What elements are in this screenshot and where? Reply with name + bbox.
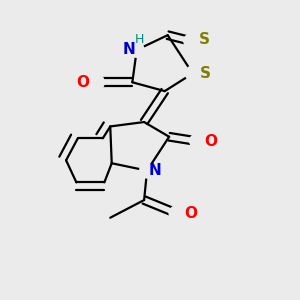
Text: O: O [76, 75, 90, 90]
Circle shape [185, 66, 200, 81]
Text: S: S [200, 66, 211, 81]
Text: N: N [148, 163, 161, 178]
Circle shape [184, 34, 199, 48]
Text: O: O [184, 206, 197, 221]
Text: S: S [199, 32, 210, 47]
Circle shape [129, 43, 144, 57]
Circle shape [90, 75, 104, 90]
Circle shape [190, 134, 205, 148]
Text: H: H [134, 33, 144, 46]
Circle shape [140, 163, 154, 178]
Text: O: O [205, 134, 218, 149]
Text: N: N [122, 42, 135, 57]
Circle shape [169, 206, 184, 221]
